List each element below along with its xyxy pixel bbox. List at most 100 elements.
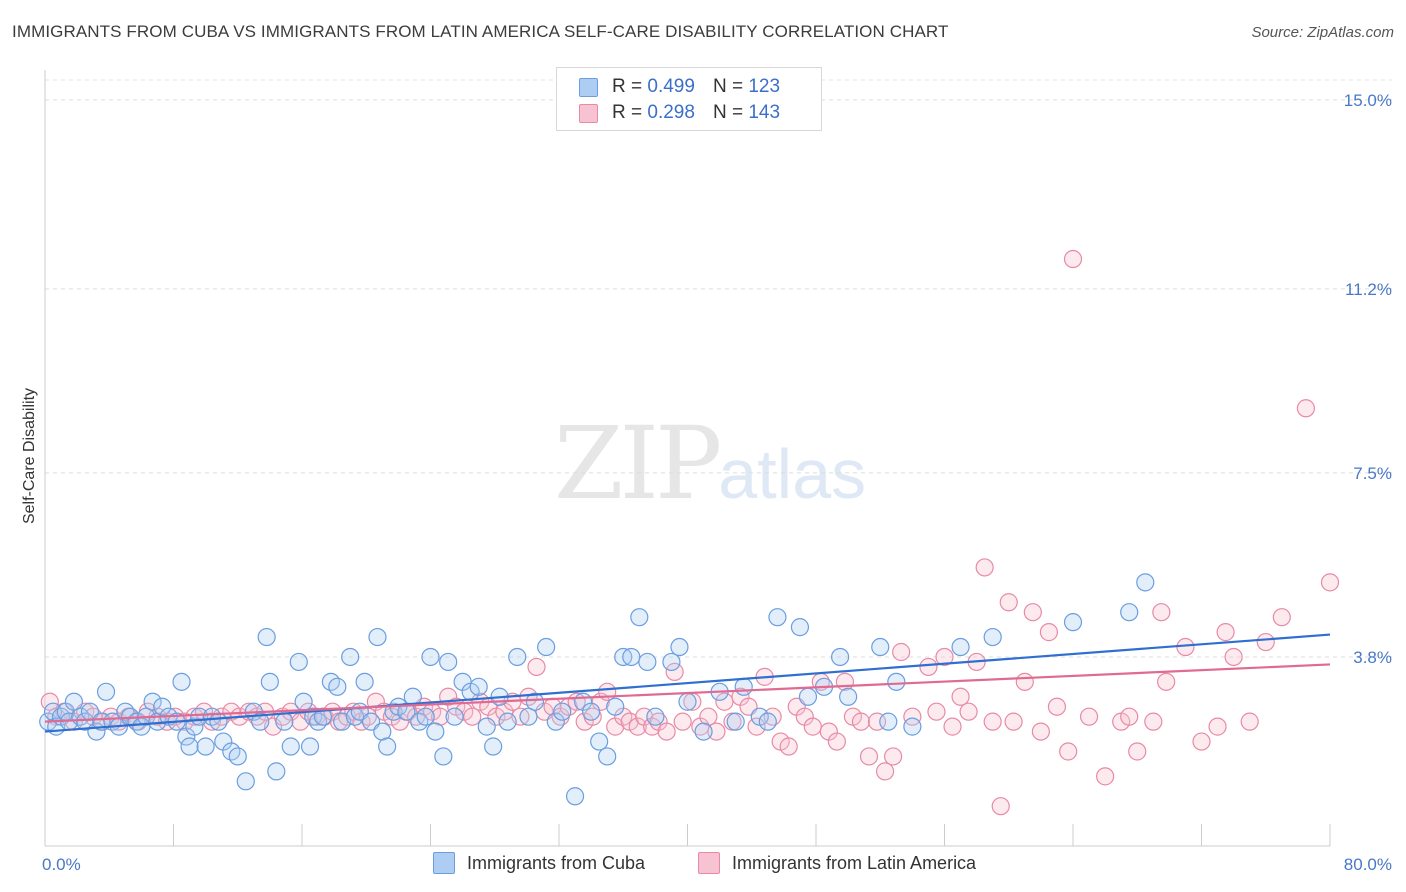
point-cuba	[758, 712, 777, 731]
point-latam	[1047, 697, 1067, 716]
point-latam	[999, 593, 1018, 612]
point-cuba	[289, 652, 308, 672]
point-latam	[628, 717, 647, 736]
point-cuba	[445, 707, 464, 726]
point-cuba	[525, 692, 545, 711]
point-latam	[1157, 672, 1176, 691]
point-cuba	[887, 672, 906, 691]
point-cuba	[378, 737, 397, 756]
point-latam	[1128, 742, 1147, 761]
point-cuba	[630, 608, 649, 627]
legend-swatch-cuba	[579, 77, 598, 97]
x-tick-label: 80.0%	[1344, 855, 1392, 874]
point-cuba	[565, 787, 585, 806]
point-latam	[1004, 712, 1023, 731]
point-cuba	[606, 697, 625, 716]
legend-swatch-latam	[579, 103, 598, 123]
stats-legend: R = 0.499 N = 123 R = 0.298 N = 143	[556, 67, 822, 131]
point-cuba	[209, 712, 228, 731]
point-latam	[1120, 707, 1139, 726]
trend-line-cuba	[44, 633, 1331, 733]
point-latam	[1039, 623, 1059, 642]
point-cuba	[294, 692, 313, 711]
point-latam	[673, 712, 692, 731]
point-cuba	[260, 672, 279, 691]
point-latam	[1256, 632, 1275, 652]
point-latam	[851, 712, 871, 731]
point-latam	[959, 702, 978, 721]
point-latam	[1015, 672, 1034, 691]
watermark: ZIPatlas	[554, 405, 866, 522]
point-latam	[835, 672, 855, 691]
point-cuba	[185, 717, 204, 736]
point-latam	[883, 747, 903, 766]
point-cuba	[267, 762, 286, 781]
point-cuba	[328, 677, 347, 696]
point-cuba	[582, 702, 601, 721]
point-cuba	[768, 608, 787, 627]
point-cuba	[590, 732, 609, 751]
point-latam	[1296, 399, 1316, 418]
point-cuba	[951, 637, 970, 657]
point-cuba	[726, 712, 745, 731]
point-latam	[747, 717, 766, 736]
point-cuba	[553, 702, 572, 721]
point-cuba	[477, 717, 496, 736]
point-cuba	[143, 692, 162, 711]
point-latam	[657, 722, 676, 741]
point-latam	[983, 712, 1002, 731]
point-latam	[1023, 603, 1042, 622]
point-cuba	[546, 712, 565, 731]
point-latam	[943, 717, 962, 736]
point-cuba	[172, 672, 191, 691]
bottom-legend-swatch-latam	[698, 852, 720, 874]
point-cuba	[839, 687, 858, 706]
legend-n-value-latam: 143	[748, 102, 781, 123]
point-latam	[1240, 712, 1259, 731]
point-latam	[1031, 722, 1050, 741]
y-tick-label: 7.5%	[1353, 464, 1392, 483]
point-cuba	[903, 717, 922, 736]
point-cuba	[469, 677, 488, 696]
legend-n-label: N =	[712, 102, 744, 123]
trend-lines	[44, 633, 1331, 733]
point-latam	[875, 762, 895, 781]
point-cuba	[153, 697, 172, 716]
point-latam	[323, 702, 342, 721]
point-latam	[1224, 647, 1243, 667]
point-cuba	[228, 747, 247, 766]
point-cuba	[275, 712, 294, 731]
point-cuba	[368, 627, 387, 647]
point-cuba	[790, 618, 810, 637]
point-latam	[991, 797, 1010, 816]
point-cuba	[313, 707, 332, 726]
point-latam	[1208, 717, 1227, 736]
point-cuba	[879, 712, 898, 731]
point-cuba	[1120, 603, 1139, 622]
bottom-legend-cuba: Immigrants from Cuba	[433, 852, 645, 874]
point-cuba	[416, 707, 435, 726]
point-latam	[1079, 707, 1099, 726]
point-latam	[707, 722, 726, 741]
point-cuba	[484, 737, 503, 756]
point-cuba	[508, 647, 527, 667]
legend-n-label: N =	[712, 76, 744, 97]
point-cuba	[236, 772, 255, 791]
legend-r-value-latam: 0.298	[647, 102, 695, 123]
point-latam	[665, 662, 684, 681]
point-cuba	[196, 737, 215, 756]
bottom-legend-label-latam: Immigrants from Latin America	[732, 852, 977, 873]
bottom-legend-swatch-cuba	[433, 852, 455, 874]
point-cuba	[734, 677, 753, 696]
grid-lines	[45, 79, 1392, 658]
x-tick-label: 0.0%	[42, 855, 81, 874]
point-cuba	[694, 722, 713, 741]
point-cuba	[341, 647, 360, 667]
legend-n-value-cuba: 123	[748, 76, 781, 97]
point-cuba	[638, 652, 657, 672]
axes	[44, 70, 1331, 847]
y-tick-label: 15.0%	[1344, 91, 1392, 110]
point-latam	[1152, 603, 1171, 622]
point-cuba	[498, 712, 517, 731]
